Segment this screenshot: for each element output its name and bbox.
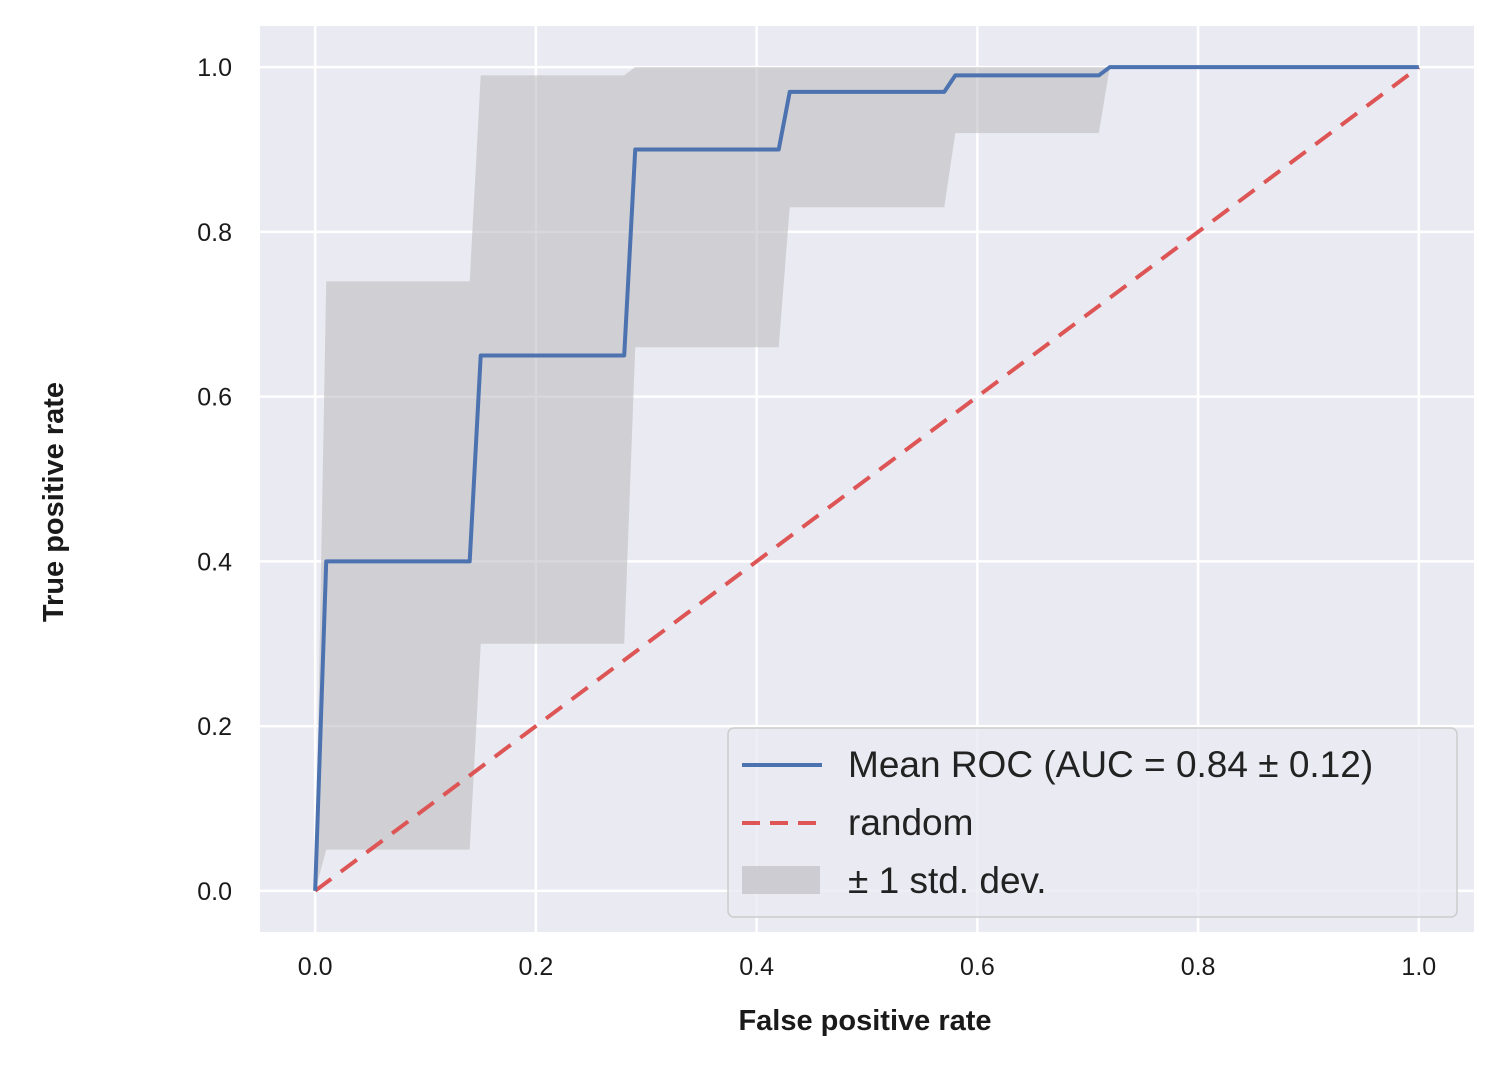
- legend-box: [727, 727, 1458, 918]
- x-tick-label: 0.8: [1181, 953, 1216, 981]
- x-tick-label: 0.0: [298, 953, 333, 981]
- mean-roc-line: [313, 65, 1419, 891]
- series-lines-layer: [313, 65, 1421, 893]
- x-tick-label: 0.4: [739, 953, 774, 981]
- y-tick-label: 0.6: [197, 384, 232, 412]
- x-tick-label: 1.0: [1401, 953, 1436, 981]
- x-axis-label: False positive rate: [738, 1005, 991, 1037]
- legend-random-label: random: [848, 802, 973, 843]
- y-tick-label: 0.8: [197, 219, 232, 247]
- tick-labels-layer: 0.0 0.2 0.4 0.6 0.8 1.0 0.0 0.2 0.4 0.6 0.8 1.0: [197, 54, 1436, 981]
- legend-mean-roc-label: Mean ROC (AUC = 0.84 ± 0.12): [848, 744, 1373, 785]
- y-tick-label: 0.2: [197, 713, 232, 741]
- random-line: [313, 65, 1421, 893]
- y-tick-label: 0.0: [197, 878, 232, 906]
- legend-std-band-label: ± 1 std. dev.: [848, 860, 1047, 901]
- y-tick-label: 0.4: [197, 548, 232, 576]
- x-tick-label: 0.6: [960, 953, 995, 981]
- legend-std-band-swatch: [742, 866, 820, 894]
- std-dev-band: [315, 67, 1419, 891]
- x-tick-label: 0.2: [519, 953, 554, 981]
- std-band-layer: [315, 67, 1419, 891]
- y-axis-label: True positive rate: [38, 382, 70, 622]
- y-tick-label: 1.0: [197, 54, 232, 82]
- legend: Mean ROC (AUC = 0.84 ± 0.12) random ± 1 …: [727, 727, 1458, 918]
